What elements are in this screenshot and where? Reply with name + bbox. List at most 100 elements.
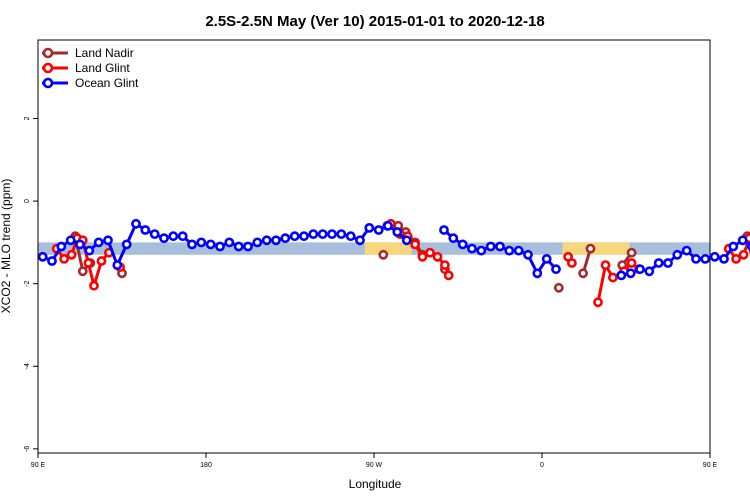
ocean-glint-point xyxy=(261,235,272,246)
land-glint-point xyxy=(593,297,603,308)
ocean-glint-point xyxy=(653,258,664,268)
ocean-glint-point xyxy=(168,231,179,242)
ocean-glint-point xyxy=(523,249,533,260)
land-nadir-point xyxy=(626,247,637,258)
land-glint-point xyxy=(738,249,749,260)
x-tick-label: 180 xyxy=(200,462,212,469)
x-tick-label: 90 W xyxy=(366,462,383,469)
ocean-glint-point xyxy=(457,239,468,250)
land-glint-point xyxy=(83,258,94,268)
ocean-glint-point xyxy=(47,256,57,266)
ocean-glint-point xyxy=(663,258,673,268)
ocean-glint-point xyxy=(56,241,67,252)
ocean-glint-point xyxy=(476,245,487,256)
chart-title: 2.5S-2.5N May (Ver 10) 2015-01-01 to 202… xyxy=(205,13,544,30)
legend-marker xyxy=(42,62,54,74)
legend-marker xyxy=(42,47,54,59)
land-glint-point xyxy=(626,258,637,268)
ocean-glint-point xyxy=(327,229,337,239)
ocean-glint-point xyxy=(149,229,160,239)
ocean-glint-point xyxy=(215,241,225,252)
ocean-glint-point xyxy=(336,229,347,239)
land-band xyxy=(562,242,630,255)
legend-label: Land Glint xyxy=(75,61,130,75)
ocean-glint-point xyxy=(625,268,636,279)
land-glint-point xyxy=(410,239,420,250)
ocean-glint-point xyxy=(75,239,85,250)
ocean-glint-point xyxy=(271,235,281,246)
ocean-glint-point xyxy=(280,233,291,244)
land-glint-point xyxy=(608,272,618,283)
y-axis-label: XCO2 - MLO trend (ppm) xyxy=(0,179,13,314)
land-glint-point xyxy=(600,260,611,270)
ocean-glint-point xyxy=(719,253,729,264)
ocean-glint-point xyxy=(644,266,655,277)
ocean-glint-point xyxy=(196,237,207,248)
ocean-glint-point xyxy=(243,241,253,252)
axes: 90 E 180 90 W 0 90 E -6 -4 -2 0 2 xyxy=(24,116,718,469)
ocean-glint-point xyxy=(616,270,627,281)
ocean-glint-point xyxy=(308,229,319,239)
legend-marker xyxy=(42,77,54,89)
ocean-glint-point xyxy=(635,264,645,275)
ocean-glint-point xyxy=(317,229,328,239)
legend-label: Land Nadir xyxy=(75,46,134,60)
x-tick-label: 0 xyxy=(540,462,544,469)
ocean-glint-point xyxy=(131,218,141,229)
ocean-glint-point xyxy=(700,253,711,264)
land-glint-point xyxy=(432,251,443,262)
land-nadir-point xyxy=(585,243,596,254)
x-tick-label: 90 E xyxy=(31,462,46,469)
legend-label: Ocean Glint xyxy=(75,76,139,90)
land-glint-point xyxy=(439,260,450,270)
ocean-glint-point xyxy=(37,251,48,262)
land-glint-point xyxy=(567,258,577,268)
x-axis-label: Longitude xyxy=(349,477,402,491)
land-glint-point xyxy=(417,251,428,262)
ocean-glint-point xyxy=(448,233,459,244)
ocean-glint-point xyxy=(373,225,384,235)
land-band xyxy=(364,242,412,255)
ocean-glint-point xyxy=(140,225,151,235)
plot-area xyxy=(37,218,750,308)
y-tick-label: -2 xyxy=(24,280,31,286)
y-tick-label: 2 xyxy=(24,116,31,120)
ocean-glint-point xyxy=(177,231,188,242)
ocean-glint-point xyxy=(299,231,309,242)
ocean-glint-point xyxy=(355,235,365,246)
land-glint-point xyxy=(425,247,435,258)
ocean-glint-point xyxy=(541,253,552,264)
ocean-glint-point xyxy=(709,251,720,262)
land-glint-point xyxy=(443,270,454,281)
land-glint-point xyxy=(89,280,99,291)
ocean-glint-point xyxy=(364,222,375,233)
ocean-glint-point xyxy=(672,249,683,260)
ocean-glint-point xyxy=(224,237,235,248)
ocean-glint-point xyxy=(467,243,477,254)
ocean-glint-point xyxy=(513,245,524,256)
ocean-glint-point xyxy=(187,239,197,250)
land-glint-point xyxy=(59,253,69,264)
land-nadir-point xyxy=(553,282,564,293)
land-glint-point xyxy=(96,256,107,266)
ocean-glint-point xyxy=(84,245,95,256)
ocean-glint-point xyxy=(252,237,263,248)
ocean-glint-point xyxy=(728,241,739,252)
ocean-glint-point xyxy=(681,245,692,256)
ocean-glint-point xyxy=(112,260,123,270)
ocean-glint-point xyxy=(551,264,561,275)
y-tick-label: -4 xyxy=(24,363,31,369)
ocean-glint-point xyxy=(93,237,104,248)
ocean-glint-point xyxy=(485,241,496,252)
y-tick-label: 0 xyxy=(24,199,31,203)
land-nadir-point xyxy=(77,266,88,277)
ocean-glint-point xyxy=(691,253,701,264)
land-nadir-point xyxy=(578,268,588,279)
y-tick-label: -6 xyxy=(24,446,31,452)
ocean-glint-point xyxy=(345,231,356,242)
ocean-glint-point xyxy=(439,225,449,235)
ocean-glint-point xyxy=(289,231,300,242)
x-tick-label: 90 E xyxy=(703,462,718,469)
